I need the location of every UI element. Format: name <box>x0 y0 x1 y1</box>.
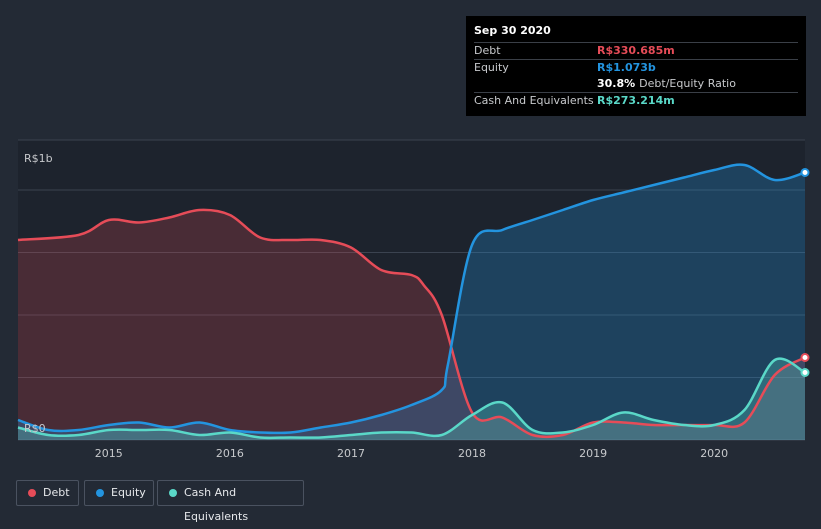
cash-line <box>17 357 806 440</box>
legend-equity[interactable]: Equity <box>84 480 154 506</box>
debt-area <box>18 209 805 440</box>
line-layer <box>17 163 806 440</box>
legend-cash-dot-icon <box>169 489 177 497</box>
legend-cash[interactable]: Cash And Equivalents <box>157 480 304 523</box>
equity-area <box>18 164 805 440</box>
tooltip-ratio-value: 30.8% <box>597 77 636 90</box>
debt-line <box>17 208 806 439</box>
legend-debt-label: Debt <box>43 486 70 499</box>
axis-labels: R$0 R$1b 2015 2016 2017 2018 2019 2020 <box>24 152 728 460</box>
tooltip-row-debt: Debt R$330.685m <box>474 42 798 59</box>
tooltip-debt-label: Debt <box>474 44 501 57</box>
hover-tooltip: Sep 30 2020 Debt R$330.685m Equity R$1.0… <box>466 16 806 116</box>
legend-debt[interactable]: Debt <box>16 480 79 506</box>
equity-line <box>17 163 806 435</box>
debt-end-marker <box>800 353 810 362</box>
tooltip-cash-value: R$273.214m <box>597 94 675 107</box>
tooltip-ratio: 30.8% Debt/Equity Ratio <box>597 76 736 92</box>
legend-equity-dot-icon <box>96 489 104 497</box>
x-tick-label: 2016 <box>216 447 244 460</box>
cash-area <box>18 358 805 440</box>
cash-end-marker <box>800 368 810 377</box>
legend-debt-dot-icon <box>28 489 36 497</box>
x-tick-label: 2019 <box>579 447 607 460</box>
area-layer <box>18 164 805 440</box>
tooltip-date: Sep 30 2020 <box>474 24 551 37</box>
tooltip-row-equity: Equity R$1.073b <box>474 59 798 76</box>
x-tick-label: 2017 <box>337 447 365 460</box>
x-tick-label: 2020 <box>700 447 728 460</box>
tooltip-row-ratio: 30.8% Debt/Equity Ratio <box>474 76 798 92</box>
tooltip-cash-label: Cash And Equivalents <box>474 94 594 107</box>
x-tick-label: 2018 <box>458 447 486 460</box>
grid-layer <box>18 139 805 441</box>
end-markers <box>800 168 810 377</box>
x-tick-label: 2015 <box>95 447 123 460</box>
equity-end-marker <box>800 168 810 177</box>
tooltip-ratio-label: Debt/Equity Ratio <box>639 77 736 90</box>
tooltip-row-cash: Cash And Equivalents R$273.214m <box>474 92 798 109</box>
legend-equity-label: Equity <box>111 486 146 499</box>
tooltip-debt-value: R$330.685m <box>597 44 675 57</box>
y-tick-label: R$0 <box>24 422 46 435</box>
tooltip-equity-value: R$1.073b <box>597 61 656 74</box>
legend-cash-label: Cash And Equivalents <box>184 486 249 523</box>
y-tick-label: R$1b <box>24 152 53 165</box>
tooltip-equity-label: Equity <box>474 61 509 74</box>
